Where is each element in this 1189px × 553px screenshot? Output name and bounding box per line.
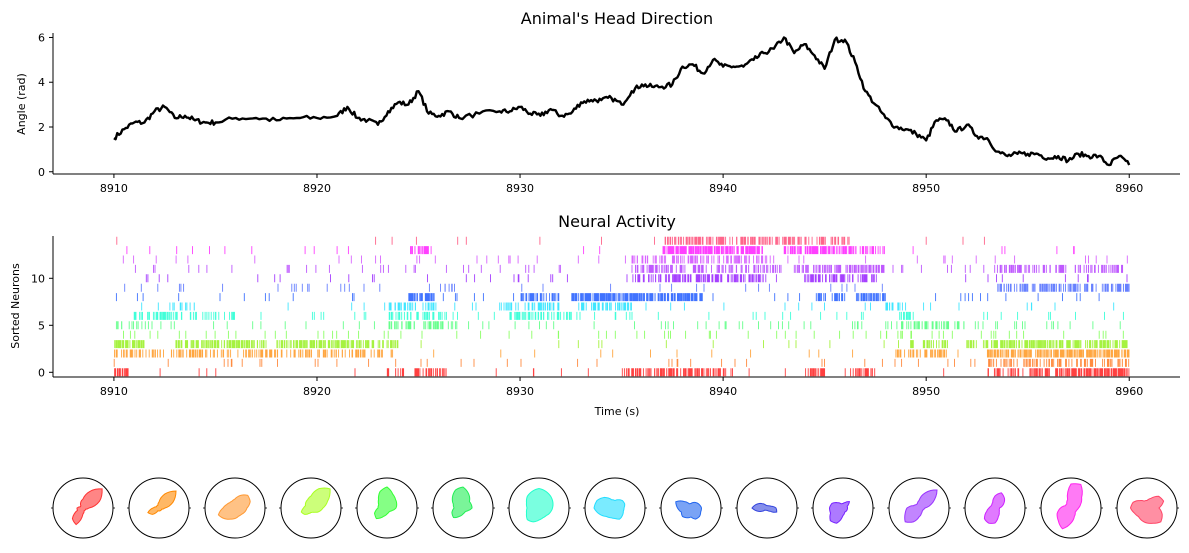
neuron-row-13 — [126, 246, 1075, 255]
hd-xtick-label: 8930 — [506, 182, 534, 195]
tuning-curve-shape — [1056, 483, 1083, 530]
hd-xtick-label: 8950 — [912, 182, 940, 195]
neuron-spikes-4 — [123, 330, 1124, 339]
neural-activity-axes: Neural Activity Sorted Neurons Time (s) … — [9, 212, 1180, 418]
neuron-spikes-9 — [124, 283, 1130, 292]
neuron-spikes-1 — [113, 358, 1130, 367]
tuning-curve-shape — [675, 500, 703, 520]
neuron-spikes-8 — [115, 293, 1100, 302]
tuning-curve-shape — [1129, 495, 1165, 524]
hd-ytick-label: 6 — [38, 31, 45, 44]
neuron-spikes-3 — [114, 340, 1128, 349]
neuron-row-6 — [133, 311, 1124, 320]
spike-raster — [113, 236, 1130, 377]
raster-xtick-label: 8930 — [506, 385, 534, 398]
neuron-row-2 — [114, 349, 1130, 358]
tuning-curve-14 — [1115, 477, 1179, 539]
neuron-spikes-2 — [114, 349, 1130, 358]
tuning-curve-8 — [659, 477, 723, 539]
neuron-spikes-10 — [145, 274, 1128, 283]
neuron-spikes-7 — [141, 302, 1115, 311]
tuning-curve-3 — [279, 477, 343, 539]
neural-activity-title: Neural Activity — [558, 212, 676, 231]
tuning-curve-shape — [71, 488, 103, 526]
neural-activity-xlabel: Time (s) — [594, 405, 640, 418]
neuron-row-12 — [122, 255, 1128, 264]
hd-xtick-label: 8960 — [1115, 182, 1143, 195]
head-direction-ticks: 8910 8920 8930 8940 8950 8960 0 2 4 6 — [38, 31, 1143, 195]
tuning-curve-shape — [593, 496, 626, 520]
raster-ytick-label: 0 — [38, 366, 45, 379]
tuning-curve-9 — [735, 477, 799, 539]
neuron-spikes-14 — [116, 236, 985, 245]
neuron-spikes-0 — [114, 368, 1130, 377]
hd-xtick-label: 8940 — [709, 182, 737, 195]
hd-xtick-label: 8910 — [100, 182, 128, 195]
head-direction-axes: Animal's Head Direction Angle (rad) 8910… — [15, 9, 1180, 195]
tuning-curve-12 — [963, 477, 1027, 539]
hd-xtick-label: 8920 — [303, 182, 331, 195]
neuron-spikes-12 — [122, 255, 1128, 264]
raster-ytick-label: 10 — [31, 272, 45, 285]
neuron-row-7 — [141, 302, 1115, 311]
tuning-curve-shape — [983, 492, 1006, 524]
tuning-curve-shape — [828, 501, 851, 524]
tuning-curve-shape — [525, 487, 554, 523]
raster-xtick-label: 8960 — [1115, 385, 1143, 398]
neuron-row-5 — [115, 321, 1121, 330]
neuron-row-0 — [114, 368, 1130, 377]
neuron-row-4 — [123, 330, 1124, 339]
neuron-spikes-6 — [133, 311, 1124, 320]
tuning-curve-shape — [147, 490, 177, 515]
tuning-curve-11 — [887, 477, 951, 539]
tuning-curve-shape — [217, 494, 251, 520]
raster-xtick-label: 8920 — [303, 385, 331, 398]
tuning-curve-13 — [1039, 477, 1103, 539]
tuning-curve-6 — [507, 477, 571, 539]
neural-activity-ticks: 8910 8920 8930 8940 8950 8960 0 5 10 — [31, 272, 1143, 398]
tuning-curve-shape — [373, 486, 398, 520]
tuning-curve-shape — [300, 487, 331, 515]
tuning-curve-7 — [583, 477, 647, 539]
tuning-curve-shape — [904, 489, 938, 523]
hd-ytick-label: 0 — [38, 166, 45, 179]
neuron-spikes-11 — [134, 264, 1124, 273]
neural-activity-ylabel: Sorted Neurons — [9, 263, 22, 349]
neuron-row-8 — [115, 293, 1100, 302]
tuning-curve-4 — [355, 477, 419, 539]
neuron-row-11 — [134, 264, 1124, 273]
raster-xtick-label: 8950 — [912, 385, 940, 398]
neuron-row-3 — [114, 340, 1128, 349]
tuning-curve-0 — [51, 477, 115, 539]
hd-ytick-label: 2 — [38, 121, 45, 134]
head-direction-line — [113, 36, 1131, 167]
tuning-curves-row — [51, 477, 1179, 539]
tuning-curve-10 — [811, 477, 875, 539]
tuning-curve-5 — [431, 477, 495, 539]
neuron-spikes-13 — [126, 246, 1075, 255]
head-direction-title: Animal's Head Direction — [521, 9, 713, 28]
neuron-spikes-5 — [115, 321, 1121, 330]
tuning-curve-1 — [127, 477, 191, 539]
raster-ytick-label: 5 — [38, 319, 45, 332]
raster-xtick-label: 8910 — [100, 385, 128, 398]
hd-ytick-label: 4 — [38, 76, 45, 89]
neuron-row-1 — [113, 358, 1130, 367]
neuron-row-14 — [116, 236, 985, 245]
neuron-row-9 — [124, 283, 1130, 292]
raster-xtick-label: 8940 — [709, 385, 737, 398]
neuron-row-10 — [145, 274, 1128, 283]
tuning-curve-shape — [751, 502, 778, 513]
tuning-curve-2 — [203, 477, 267, 539]
head-direction-ylabel: Angle (rad) — [15, 73, 28, 135]
tuning-curve-shape — [451, 486, 473, 519]
